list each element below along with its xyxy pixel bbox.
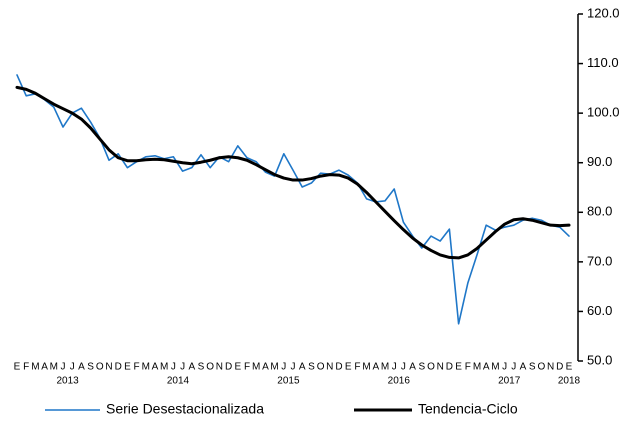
year-label: 2015 (277, 376, 300, 387)
year-label: 2017 (498, 376, 521, 387)
x-tick-label: A (409, 362, 416, 373)
x-tick-label: S (87, 362, 94, 373)
x-tick-label: N (216, 362, 223, 373)
x-tick-label: J (180, 362, 185, 373)
x-tick-label: E (455, 362, 462, 373)
x-tick-label: A (188, 362, 195, 373)
x-tick-label: N (547, 362, 554, 373)
x-tick-label: A (520, 362, 527, 373)
y-tick-label: 120.0 (587, 5, 620, 20)
x-tick-label: D (335, 362, 342, 373)
x-tick-label: D (446, 362, 453, 373)
x-tick-label: E (566, 362, 573, 373)
x-tick-label: M (473, 362, 481, 373)
x-tick-label: S (198, 362, 205, 373)
x-tick-label: E (124, 362, 131, 373)
x-tick-label: F (244, 362, 250, 373)
year-label: 2018 (558, 376, 581, 387)
y-tick-label: 70.0 (587, 253, 612, 268)
x-tick-label: A (299, 362, 306, 373)
x-tick-label: F (23, 362, 29, 373)
x-tick-label: F (354, 362, 360, 373)
series-line (15, 85, 571, 260)
x-tick-label: A (41, 362, 48, 373)
year-label: 2013 (56, 376, 79, 387)
x-tick-label: S (308, 362, 315, 373)
x-tick-label: M (270, 362, 278, 373)
x-tick-label: J (70, 362, 75, 373)
legend-label: Serie Desestacionalizada (106, 401, 264, 417)
x-tick-label: M (142, 362, 150, 373)
x-tick-label: F (465, 362, 471, 373)
x-tick-label: J (502, 362, 507, 373)
x-tick-label: J (392, 362, 397, 373)
x-tick-label: O (206, 362, 214, 373)
x-tick-label: M (362, 362, 370, 373)
x-tick-label: J (281, 362, 286, 373)
x-tick-label: S (418, 362, 425, 373)
legend-label: Tendencia-Ciclo (418, 401, 518, 417)
y-tick-label: 90.0 (587, 154, 612, 169)
y-tick-label: 80.0 (587, 204, 612, 219)
x-tick-label: M (160, 362, 168, 373)
x-tick-label: J (401, 362, 406, 373)
y-tick-label: 60.0 (587, 303, 612, 318)
x-tick-label: F (134, 362, 140, 373)
x-tick-label: M (31, 362, 39, 373)
year-label: 2016 (388, 376, 411, 387)
x-tick-label: M (252, 362, 260, 373)
x-tick-label: O (96, 362, 104, 373)
y-tick-label: 50.0 (587, 352, 612, 367)
year-label: 2014 (167, 376, 190, 387)
x-tick-label: E (345, 362, 352, 373)
x-tick-label: O (538, 362, 546, 373)
x-tick-label: N (437, 362, 444, 373)
x-tick-label: A (483, 362, 490, 373)
x-tick-label: A (152, 362, 159, 373)
y-tick-label: 110.0 (587, 55, 619, 70)
x-tick-label: O (427, 362, 435, 373)
x-tick-label: J (511, 362, 516, 373)
y-tick-label: 100.0 (587, 105, 620, 120)
x-tick-label: N (326, 362, 333, 373)
x-tick-label: A (372, 362, 379, 373)
x-tick-label: A (78, 362, 85, 373)
x-tick-label: A (262, 362, 269, 373)
x-tick-label: J (171, 362, 176, 373)
x-tick-label: D (225, 362, 232, 373)
x-tick-label: D (556, 362, 563, 373)
x-tick-label: N (105, 362, 112, 373)
x-tick-label: E (14, 362, 21, 373)
x-tick-label: J (291, 362, 296, 373)
series-line (16, 74, 570, 325)
x-tick-label: J (61, 362, 66, 373)
x-tick-label: E (234, 362, 241, 373)
x-tick-label: O (317, 362, 325, 373)
x-tick-label: S (529, 362, 536, 373)
x-tick-label: M (381, 362, 389, 373)
x-tick-label: M (50, 362, 58, 373)
x-tick-label: M (491, 362, 499, 373)
x-tick-label: D (115, 362, 122, 373)
